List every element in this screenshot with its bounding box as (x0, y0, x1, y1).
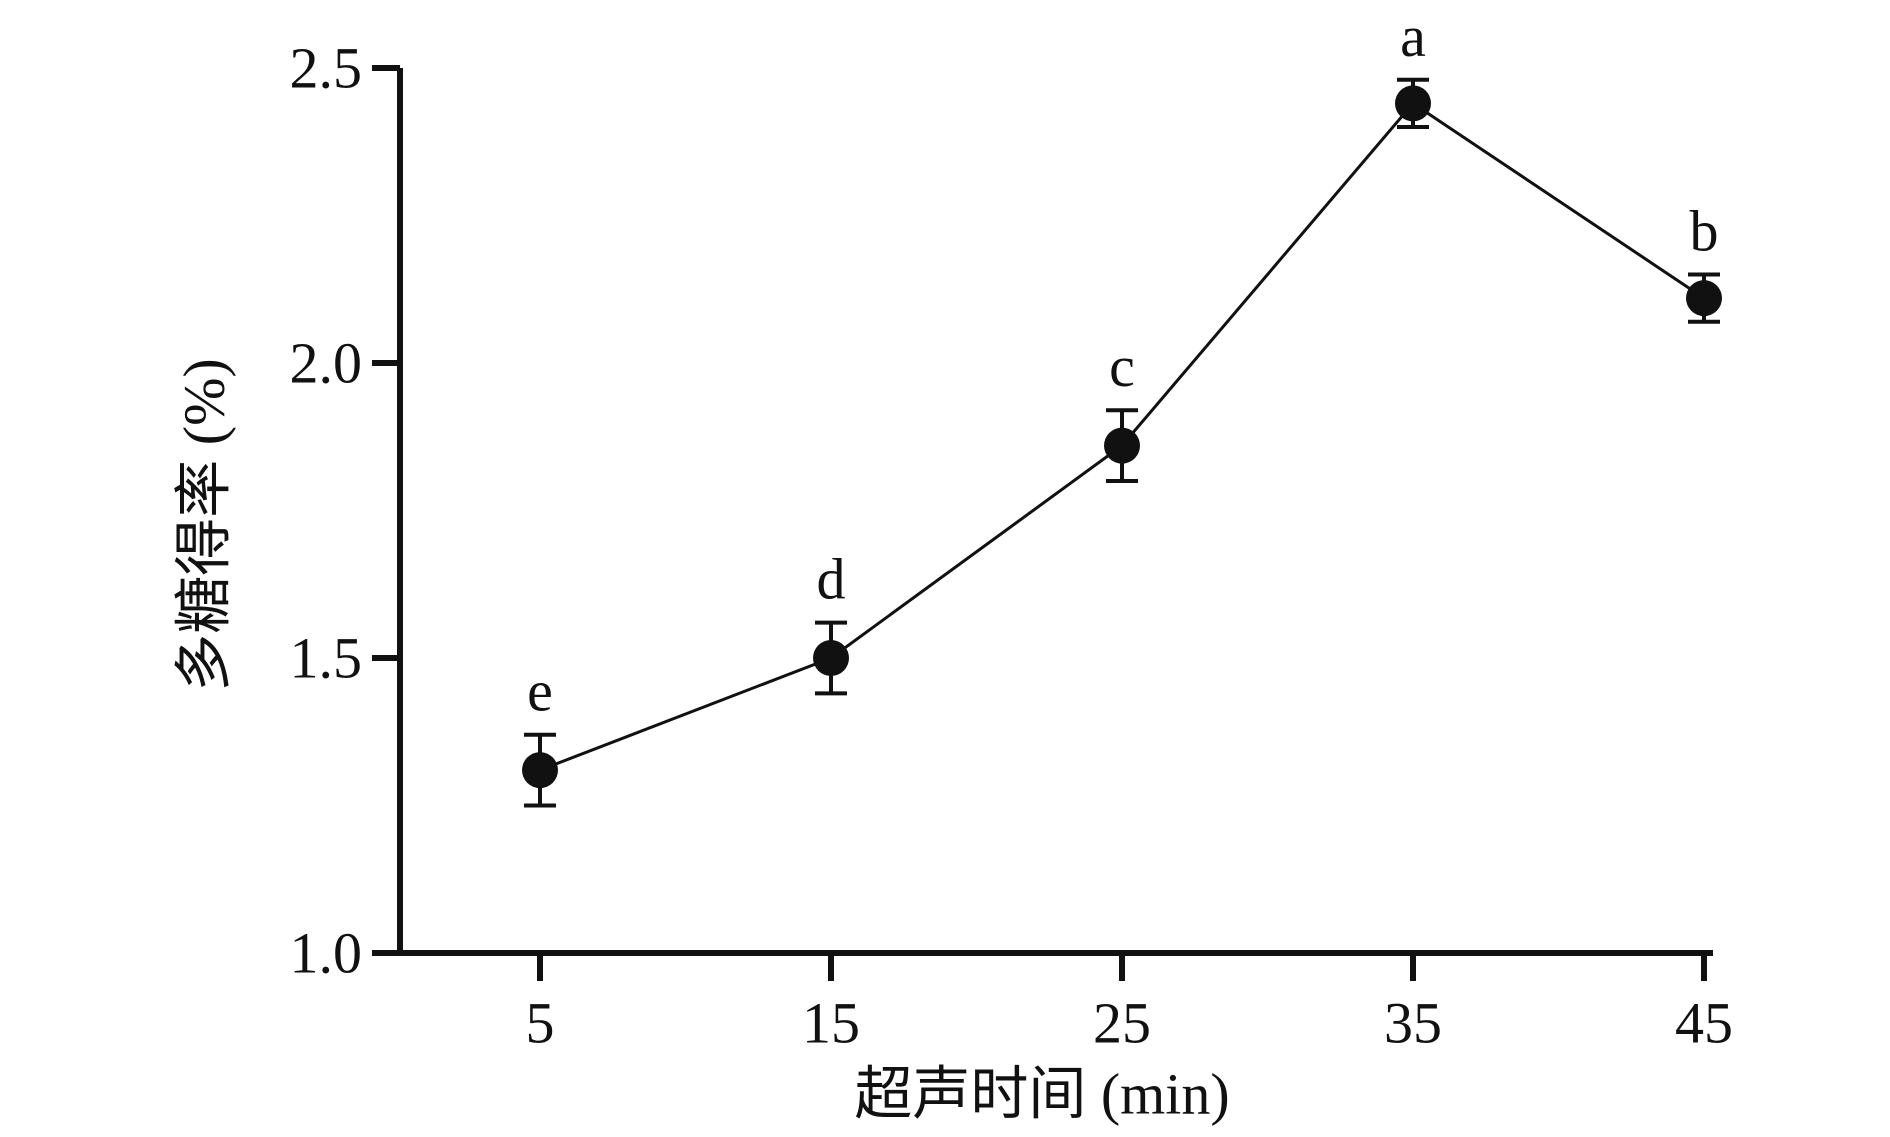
y-tick-label: 2.5 (290, 36, 363, 101)
x-tick-label: 5 (526, 991, 555, 1056)
significance-label: b (1690, 199, 1719, 264)
y-tick-label: 1.0 (290, 921, 363, 986)
significance-label: c (1109, 334, 1135, 399)
y-tick-label: 1.5 (290, 626, 363, 691)
x-tick-label: 25 (1093, 991, 1151, 1056)
data-point (522, 752, 558, 789)
data-point (1686, 280, 1722, 317)
y-axis-title: 多糖得率 (%) (171, 358, 236, 691)
y-tick-label: 2.0 (290, 331, 363, 396)
data-point (1395, 85, 1431, 122)
series-layer: e d c a b (522, 4, 1722, 808)
y-ticks: 1.0 1.5 2.0 2.5 (290, 36, 400, 986)
axes (397, 68, 1713, 956)
significance-label: d (817, 547, 846, 612)
x-tick-label: 35 (1384, 991, 1442, 1056)
data-point (813, 640, 849, 676)
data-point (1104, 427, 1140, 464)
x-ticks: 5 15 25 35 45 (526, 953, 1733, 1056)
significance-label: a (1400, 4, 1426, 69)
significance-label: e (527, 659, 553, 724)
x-tick-label: 45 (1675, 991, 1733, 1056)
x-axis-title: 超声时间 (min) (854, 1061, 1229, 1126)
x-tick-label: 15 (802, 991, 860, 1056)
